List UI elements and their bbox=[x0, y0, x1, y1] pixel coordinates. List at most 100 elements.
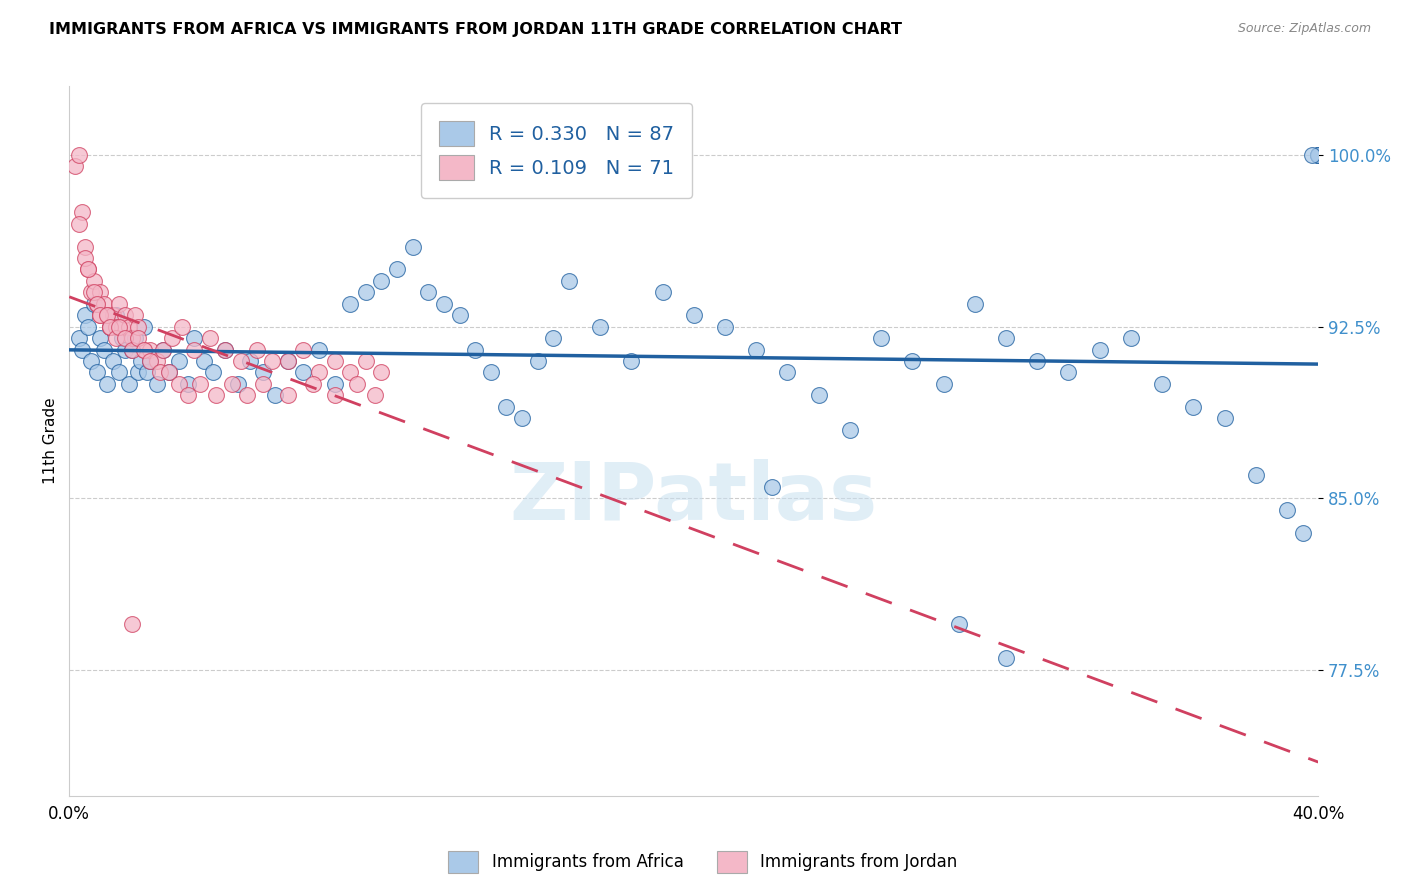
Point bbox=[177, 376, 200, 391]
Point bbox=[1275, 502, 1298, 516]
Point bbox=[292, 343, 315, 357]
Point bbox=[308, 343, 330, 357]
Point bbox=[121, 343, 143, 357]
Point bbox=[111, 331, 134, 345]
Point bbox=[114, 308, 136, 322]
Point bbox=[83, 297, 105, 311]
Point bbox=[292, 365, 315, 379]
Point bbox=[80, 285, 103, 300]
Point bbox=[134, 343, 156, 357]
Point bbox=[177, 388, 200, 402]
Point bbox=[236, 388, 259, 402]
Point bbox=[111, 319, 134, 334]
Point bbox=[807, 388, 830, 402]
Point bbox=[870, 331, 893, 345]
Point bbox=[86, 297, 108, 311]
Point bbox=[714, 319, 737, 334]
Point bbox=[479, 365, 502, 379]
Point bbox=[167, 354, 190, 368]
Point bbox=[354, 354, 377, 368]
Point bbox=[114, 343, 136, 357]
Point bbox=[495, 400, 517, 414]
Point bbox=[262, 354, 284, 368]
Point bbox=[339, 297, 361, 311]
Point bbox=[117, 319, 139, 334]
Point bbox=[510, 411, 533, 425]
Point bbox=[101, 354, 124, 368]
Point bbox=[77, 262, 100, 277]
Point bbox=[80, 354, 103, 368]
Point bbox=[226, 376, 249, 391]
Point bbox=[157, 365, 180, 379]
Point bbox=[776, 365, 799, 379]
Point bbox=[1308, 148, 1330, 162]
Point bbox=[170, 319, 193, 334]
Legend: R = 0.330   N = 87, R = 0.109   N = 71: R = 0.330 N = 87, R = 0.109 N = 71 bbox=[420, 103, 692, 198]
Text: IMMIGRANTS FROM AFRICA VS IMMIGRANTS FROM JORDAN 11TH GRADE CORRELATION CHART: IMMIGRANTS FROM AFRICA VS IMMIGRANTS FRO… bbox=[49, 22, 903, 37]
Point bbox=[1301, 148, 1323, 162]
Point bbox=[139, 343, 162, 357]
Point bbox=[761, 480, 783, 494]
Point bbox=[114, 331, 136, 345]
Point bbox=[402, 239, 425, 253]
Point bbox=[136, 365, 159, 379]
Point bbox=[932, 376, 955, 391]
Point bbox=[1057, 365, 1080, 379]
Point bbox=[149, 365, 172, 379]
Point bbox=[152, 343, 174, 357]
Point bbox=[157, 365, 180, 379]
Point bbox=[252, 376, 274, 391]
Legend: Immigrants from Africa, Immigrants from Jordan: Immigrants from Africa, Immigrants from … bbox=[441, 845, 965, 880]
Point bbox=[183, 331, 205, 345]
Point bbox=[201, 365, 224, 379]
Point bbox=[124, 331, 146, 345]
Point bbox=[323, 376, 346, 391]
Point bbox=[1308, 148, 1330, 162]
Point bbox=[101, 308, 124, 322]
Point bbox=[121, 331, 143, 345]
Point bbox=[346, 376, 368, 391]
Point bbox=[86, 365, 108, 379]
Point bbox=[73, 308, 96, 322]
Point bbox=[995, 651, 1018, 665]
Point bbox=[354, 285, 377, 300]
Point bbox=[117, 376, 139, 391]
Point bbox=[67, 148, 90, 162]
Point bbox=[370, 365, 392, 379]
Point bbox=[198, 331, 221, 345]
Point bbox=[620, 354, 643, 368]
Point bbox=[93, 297, 115, 311]
Point bbox=[277, 354, 299, 368]
Point bbox=[183, 343, 205, 357]
Point bbox=[86, 297, 108, 311]
Text: Source: ZipAtlas.com: Source: ZipAtlas.com bbox=[1237, 22, 1371, 36]
Point bbox=[214, 343, 236, 357]
Point bbox=[838, 423, 860, 437]
Point bbox=[301, 376, 323, 391]
Point bbox=[83, 274, 105, 288]
Point bbox=[995, 331, 1018, 345]
Point bbox=[277, 354, 299, 368]
Point bbox=[96, 308, 118, 322]
Point bbox=[308, 365, 330, 379]
Point bbox=[108, 319, 131, 334]
Point bbox=[89, 308, 111, 322]
Point bbox=[1182, 400, 1205, 414]
Point bbox=[127, 331, 149, 345]
Point bbox=[464, 343, 486, 357]
Point bbox=[121, 617, 143, 632]
Point bbox=[162, 331, 184, 345]
Point bbox=[98, 319, 121, 334]
Point bbox=[252, 365, 274, 379]
Point bbox=[370, 274, 392, 288]
Point bbox=[190, 376, 212, 391]
Point bbox=[145, 354, 167, 368]
Point bbox=[449, 308, 471, 322]
Point bbox=[108, 297, 131, 311]
Point bbox=[134, 319, 156, 334]
Point bbox=[77, 319, 100, 334]
Point bbox=[93, 343, 115, 357]
Point bbox=[145, 376, 167, 391]
Point bbox=[98, 319, 121, 334]
Point bbox=[105, 331, 128, 345]
